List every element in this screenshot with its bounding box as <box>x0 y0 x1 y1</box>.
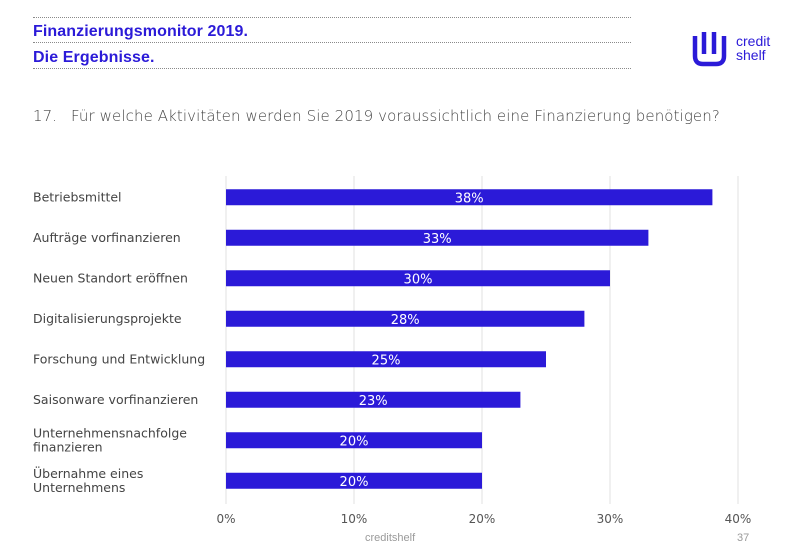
category-label-line: Saisonware vorfinanzieren <box>33 392 198 407</box>
bar <box>226 270 610 287</box>
divider-dotted <box>33 42 631 43</box>
bar <box>226 189 713 206</box>
bar <box>226 391 521 408</box>
bar <box>226 432 482 449</box>
x-tick-label: 10% <box>341 512 368 526</box>
divider-dotted <box>33 17 631 18</box>
bar-value-label: 25% <box>372 353 401 368</box>
x-tick-label: 30% <box>597 512 624 526</box>
bar-value-label: 38% <box>455 191 484 206</box>
category-label: Betriebsmittel <box>33 189 122 204</box>
x-tick-label: 40% <box>725 512 752 526</box>
category-label: Übernahme eines Unternehmens <box>33 465 143 495</box>
logo-text-shelf: shelf <box>736 47 766 63</box>
bar-value-label: 20% <box>340 434 369 449</box>
page-number: 37 <box>737 532 750 544</box>
bar <box>226 351 546 368</box>
bar <box>226 310 585 327</box>
category-label-line: Neuen Standort eröffnen <box>33 270 188 285</box>
category-label-line: Übernahme eines <box>33 465 143 481</box>
category-label-line: Betriebsmittel <box>33 189 122 204</box>
x-tick-label: 0% <box>216 512 235 526</box>
question-number: 17. <box>33 107 58 125</box>
category-label: Forschung und Entwicklung <box>33 351 205 366</box>
category-label: Unternehmensnachfolge finanzieren <box>33 425 187 454</box>
category-label: Saisonware vorfinanzieren <box>33 392 198 407</box>
category-label-line: Digitalisierungsprojekte <box>33 311 182 326</box>
category-label-line: Forschung und Entwicklung <box>33 351 205 366</box>
footer-brand: creditshelf <box>365 532 416 544</box>
divider-dotted <box>33 68 631 69</box>
bar-value-label: 28% <box>391 313 420 328</box>
category-label-line: Unternehmensnachfolge <box>33 425 187 440</box>
category-label-line: Aufträge vorfinanzieren <box>33 230 181 245</box>
bar-value-label: 33% <box>423 232 452 247</box>
category-label: Neuen Standort eröffnen <box>33 270 188 285</box>
category-label-line: finanzieren <box>33 439 103 454</box>
logo-text-credit: credit <box>736 33 771 49</box>
bar-value-label: 30% <box>404 272 433 287</box>
category-label: Digitalisierungsprojekte <box>33 311 182 326</box>
bar-value-label: 20% <box>340 475 369 490</box>
creditshelf-logo-icon <box>692 32 727 67</box>
category-label-line: Unternehmens <box>33 480 125 495</box>
category-label: Aufträge vorfinanzieren <box>33 230 181 245</box>
bar <box>226 229 649 246</box>
bar-value-label: 23% <box>359 394 388 409</box>
bar <box>226 472 482 489</box>
question-text: Für welche Aktivitäten werden Sie 2019 v… <box>71 107 720 125</box>
question: 17. Für welche Aktivitäten werden Sie 201… <box>33 107 720 125</box>
report-title: Finanzierungsmonitor 2019. <box>33 23 249 40</box>
report-subtitle: Die Ergebnisse. <box>33 49 155 66</box>
x-tick-label: 20% <box>469 512 496 526</box>
